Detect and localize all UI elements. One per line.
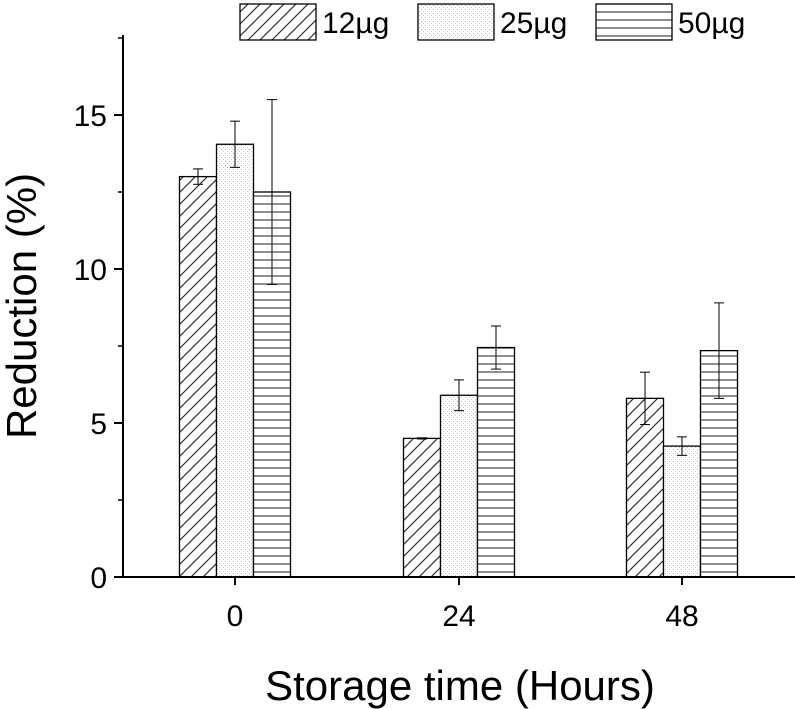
legend-item-25µg: 25µg [417,3,567,41]
bar-0-12µg [178,175,218,578]
bar-24-12µg [402,437,442,578]
error-bar [714,302,724,399]
y-tick-label: 15 [74,100,107,133]
legend-item-12µg: 12µg [239,3,389,41]
error-bar [267,99,277,285]
y-tick-label: 0 [90,562,107,595]
legend-swatch [417,3,495,41]
legend-label: 12µg [322,7,389,40]
x-ticks: 0 24 48 [227,577,699,633]
legend-label: 25µg [500,7,567,40]
error-bars-layer [193,99,724,456]
bar-48-25µg [662,445,702,578]
x-tick-label: 24 [442,600,475,633]
y-ticks: 0 5 10 15 [74,37,123,595]
x-tick-label: 48 [665,600,698,633]
error-bar [230,120,240,168]
legend-swatch [239,3,317,41]
x-tick-label: 0 [227,600,244,633]
error-bar [193,168,203,185]
bar-24-25µg [439,394,479,578]
y-tick-label: 5 [90,408,107,441]
y-axis-title: Reduction (%) [0,173,45,439]
error-bar [417,437,427,440]
legend-label: 50µg [678,7,745,40]
bar-48-12µg [625,397,665,578]
legend-swatch [595,3,673,41]
bar-0-25µg [215,143,255,578]
error-bar [677,436,687,456]
error-bar [640,371,650,426]
error-bar [491,325,501,370]
x-axis-title: Storage time (Hours) [265,662,655,709]
error-bar [454,379,464,412]
legend: 12µg 25µg 50µg [239,3,745,41]
bars-layer [178,143,739,578]
legend-item-50µg: 50µg [595,3,745,41]
y-tick-label: 10 [74,254,107,287]
bar-24-50µg [476,346,516,578]
